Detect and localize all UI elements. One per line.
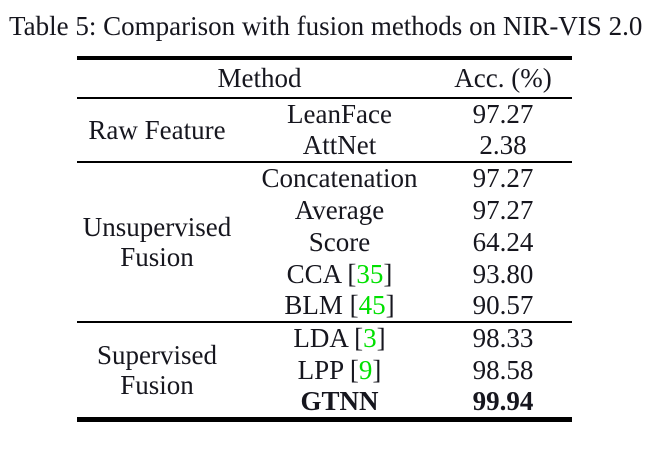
table-row: BLM [45] 90.57 xyxy=(77,290,572,322)
method-cell: LDA [3] xyxy=(237,322,442,354)
citation-number: 3 xyxy=(363,323,377,353)
group-label-supervised-fusion: Supervised Fusion xyxy=(77,322,237,420)
method-cell: CCA [35] xyxy=(237,258,442,290)
method-name: BLM [ xyxy=(284,290,359,320)
method-cell: Concatenation xyxy=(261,163,418,193)
group-label-line: Raw Feature xyxy=(88,114,226,145)
accuracy-cell: 90.57 xyxy=(472,290,534,320)
group-label-unsupervised-fusion: Unsupervised Fusion xyxy=(77,162,237,323)
method-name: CCA [ xyxy=(286,258,357,289)
header-row: Method Acc. (%) xyxy=(77,58,572,98)
table-row: GTNN 99.94 xyxy=(77,386,572,420)
table-row: Raw Feature LeanFace 97.27 xyxy=(77,98,572,163)
method-suffix: ] xyxy=(376,323,386,353)
method-cell: AttNet xyxy=(302,130,377,160)
table-row: AttNet 2.38 xyxy=(77,130,572,162)
group-label-line: Unsupervised xyxy=(82,211,232,242)
method-name: LDA [ xyxy=(293,323,364,353)
accuracy-cell: 97.27 xyxy=(472,194,534,225)
accuracy-cell: 2.38 xyxy=(479,130,527,160)
group-label-line: Supervised xyxy=(97,339,217,370)
method-cell: Average xyxy=(294,194,385,225)
table-row: Score 64.24 xyxy=(77,226,572,258)
group-label-raw-feature: Raw Feature xyxy=(77,98,237,163)
page: Table 5: Comparison with fusion methods … xyxy=(0,11,651,422)
table-row: Unsupervised Fusion Concatenation 97.27 xyxy=(77,162,572,323)
accuracy-cell: 97.27 xyxy=(472,99,534,129)
method-suffix: ] xyxy=(372,354,382,385)
citation-number: 35 xyxy=(356,258,384,289)
table-row: Average 97.27 xyxy=(77,194,572,226)
table-row: LPP [9] 98.58 xyxy=(77,354,572,386)
method-cell: LeanFace xyxy=(287,99,392,129)
table-caption: Table 5: Comparison with fusion methods … xyxy=(9,11,643,41)
group-label-line: Fusion xyxy=(120,242,194,272)
group-label-line: Fusion xyxy=(120,370,194,400)
comparison-table: Method Acc. (%) Raw Feature LeanFace 97.… xyxy=(77,56,572,422)
accuracy-cell: 98.33 xyxy=(472,323,534,353)
accuracy-cell: 93.80 xyxy=(472,258,534,289)
table-row: Supervised Fusion LDA [3] 98.33 xyxy=(77,322,572,400)
accuracy-cell: 64.24 xyxy=(472,226,534,257)
method-name: LPP [ xyxy=(297,354,359,385)
method-suffix: ] xyxy=(385,290,395,320)
method-cell: Score xyxy=(308,226,371,257)
method-cell: GTNN xyxy=(300,386,379,416)
method-column-header: Method xyxy=(217,63,302,93)
citation-number: 45 xyxy=(358,290,386,320)
table-row: CCA [35] 93.80 xyxy=(77,258,572,290)
method-cell: BLM [45] xyxy=(237,290,442,322)
citation-number: 9 xyxy=(358,354,373,385)
accuracy-cell: 98.58 xyxy=(472,354,534,385)
method-cell: LPP [9] xyxy=(237,354,442,386)
accuracy-column-header: Acc. (%) xyxy=(454,63,552,93)
accuracy-cell: 99.94 xyxy=(472,386,534,416)
accuracy-cell: 97.27 xyxy=(472,163,534,193)
method-suffix: ] xyxy=(383,258,393,289)
